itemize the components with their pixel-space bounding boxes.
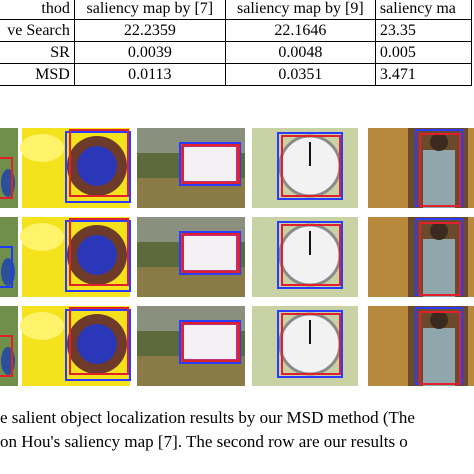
photo-detail	[77, 235, 117, 275]
box	[419, 133, 461, 207]
photo-detail	[20, 312, 64, 340]
cell: 3.471	[374, 63, 473, 86]
box	[277, 221, 343, 289]
photo-detail	[423, 150, 455, 208]
row: MSD 0.0113 0.0351 3.471	[0, 63, 473, 86]
box	[65, 220, 131, 292]
cell: 0.0351	[224, 63, 376, 86]
box	[65, 309, 131, 381]
box	[281, 313, 341, 375]
box	[281, 224, 341, 286]
photo-detail	[430, 311, 448, 329]
photo-detail	[430, 133, 448, 151]
box	[69, 129, 129, 197]
box	[419, 311, 461, 385]
row: SR 0.0039 0.0048 0.005	[0, 41, 473, 64]
photo-detail	[181, 323, 238, 361]
image-grid	[0, 128, 474, 386]
photo-detail	[77, 146, 117, 186]
photo-detail	[430, 222, 448, 240]
results-table: thod saliency map by [7] saliency map by…	[0, 0, 473, 86]
box	[182, 322, 240, 362]
box	[0, 246, 13, 288]
box	[0, 335, 13, 377]
box	[69, 307, 129, 375]
box	[277, 310, 343, 378]
box	[0, 157, 13, 199]
header-cell: saliency map by [9]	[224, 0, 376, 20]
photo-detail	[423, 328, 455, 386]
photo-detail	[77, 324, 117, 364]
photo-detail	[181, 145, 238, 183]
cell: MSD	[0, 63, 75, 86]
header-row: thod saliency map by [7] saliency map by…	[0, 0, 473, 20]
cell: 0.0039	[73, 41, 226, 64]
box	[419, 222, 461, 296]
photo-detail	[20, 223, 64, 251]
cell: SR	[0, 41, 75, 64]
cell: 0.0113	[73, 63, 226, 86]
box	[281, 135, 341, 197]
box	[182, 144, 240, 184]
caption-line: on Hou's saliency map [7]. The second ro…	[0, 432, 408, 451]
row: ve Search 22.2359 22.1646 23.35	[0, 19, 473, 42]
box	[182, 233, 240, 273]
caption-line: e salient object localization results by…	[0, 408, 415, 427]
photo-detail	[423, 239, 455, 297]
photo-detail	[181, 234, 238, 272]
box	[65, 131, 131, 203]
cell: 0.005	[374, 41, 473, 64]
box	[277, 132, 343, 200]
box	[69, 218, 129, 286]
cell: 23.35	[374, 19, 473, 42]
photo-detail	[20, 134, 64, 162]
